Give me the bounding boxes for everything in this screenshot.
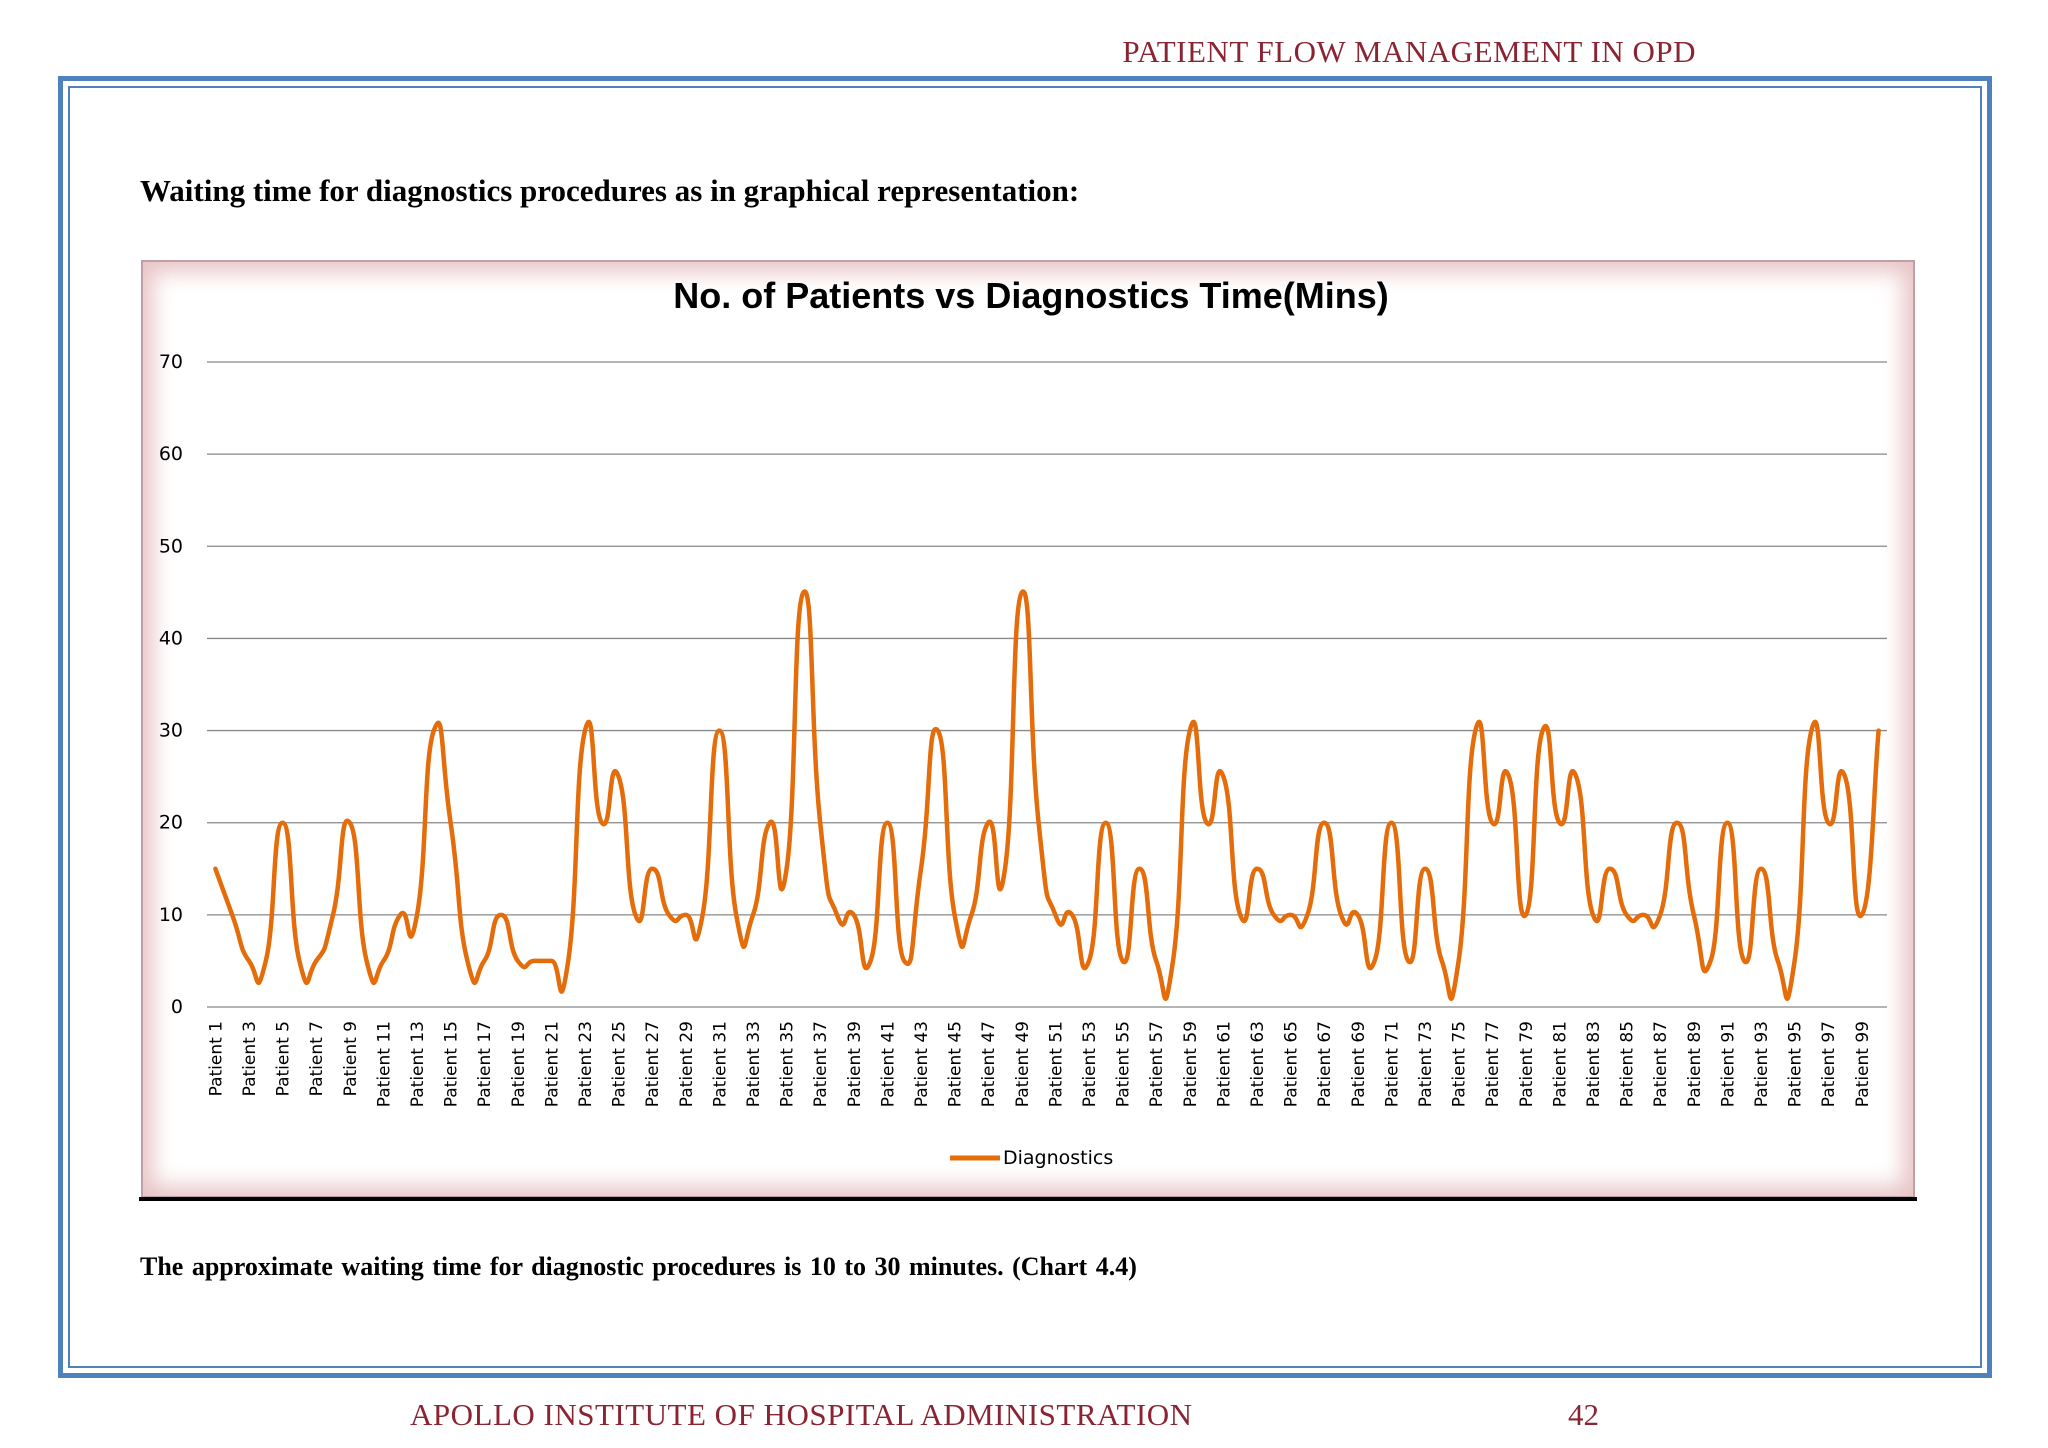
y-tick-label: 70 bbox=[159, 351, 183, 373]
x-tick-label: Patient 67 bbox=[1315, 1021, 1335, 1107]
x-tick-label: Patient 29 bbox=[677, 1021, 697, 1107]
x-tick-label: Patient 43 bbox=[912, 1021, 932, 1107]
x-tick-label: Patient 77 bbox=[1483, 1021, 1503, 1107]
chart-series bbox=[213, 589, 1881, 1001]
line-chart: No. of Patients vs Diagnostics Time(Mins… bbox=[159, 275, 1887, 1169]
y-tick-label: 30 bbox=[159, 720, 183, 742]
x-tick-label: Patient 63 bbox=[1248, 1021, 1268, 1107]
x-tick-label: Patient 5 bbox=[274, 1021, 294, 1096]
x-tick-label: Patient 57 bbox=[1147, 1021, 1167, 1107]
section-heading: Waiting time for diagnostics procedures … bbox=[140, 173, 1080, 208]
x-tick-label: Patient 9 bbox=[341, 1021, 361, 1096]
x-tick-label: Patient 31 bbox=[710, 1021, 730, 1107]
x-tick-label: Patient 47 bbox=[979, 1021, 999, 1107]
x-axis-ticks: Patient 1 Patient 3 Patient 5 Patient 7 Pati… bbox=[206, 1021, 1872, 1107]
x-tick-label: Patient 89 bbox=[1685, 1021, 1705, 1107]
legend-label-diagnostics: Diagnostics bbox=[1003, 1147, 1113, 1169]
x-tick-label: Patient 33 bbox=[744, 1021, 764, 1107]
x-tick-label: Patient 55 bbox=[1114, 1021, 1134, 1107]
x-tick-label: Patient 15 bbox=[442, 1021, 462, 1107]
x-tick-label: Patient 95 bbox=[1786, 1021, 1806, 1107]
chart-bottom-rule bbox=[139, 1197, 1917, 1201]
chart-legend: Diagnostics bbox=[950, 1147, 1113, 1169]
x-tick-label: Patient 99 bbox=[1853, 1021, 1873, 1107]
page-border bbox=[58, 76, 1992, 1378]
x-tick-label: Patient 83 bbox=[1584, 1021, 1604, 1107]
x-tick-label: Patient 53 bbox=[1080, 1021, 1100, 1107]
x-tick-label: Patient 79 bbox=[1517, 1021, 1537, 1107]
x-tick-label: Patient 51 bbox=[1046, 1021, 1066, 1107]
y-tick-label: 0 bbox=[171, 996, 183, 1018]
footer-page-number: 42 bbox=[1568, 1397, 1599, 1432]
x-tick-label: Patient 93 bbox=[1752, 1021, 1772, 1107]
x-tick-label: Patient 69 bbox=[1349, 1021, 1369, 1107]
footer-institution: APOLLO INSTITUTE OF HOSPITAL ADMINISTRAT… bbox=[410, 1397, 1193, 1432]
x-tick-label: Patient 27 bbox=[643, 1021, 663, 1107]
x-tick-label: Patient 59 bbox=[1181, 1021, 1201, 1107]
y-tick-label: 20 bbox=[159, 812, 183, 834]
chart-gridlines bbox=[207, 361, 1887, 1008]
x-tick-label: Patient 23 bbox=[576, 1021, 596, 1107]
chart-title: No. of Patients vs Diagnostics Time(Mins… bbox=[673, 275, 1388, 316]
x-tick-label: Patient 1 bbox=[206, 1021, 226, 1096]
x-tick-label: Patient 41 bbox=[878, 1021, 898, 1107]
x-tick-label: Patient 97 bbox=[1819, 1021, 1839, 1107]
y-tick-label: 10 bbox=[159, 904, 183, 926]
x-tick-label: Patient 35 bbox=[778, 1021, 798, 1107]
x-tick-label: Patient 49 bbox=[1013, 1021, 1033, 1107]
x-tick-label: Patient 85 bbox=[1618, 1021, 1638, 1107]
y-tick-label: 60 bbox=[159, 443, 183, 465]
x-tick-label: Patient 81 bbox=[1550, 1021, 1570, 1107]
x-tick-label: Patient 61 bbox=[1214, 1021, 1234, 1107]
x-tick-label: Patient 13 bbox=[408, 1021, 428, 1107]
x-tick-label: Patient 7 bbox=[307, 1021, 327, 1096]
page-border-inner bbox=[68, 86, 1982, 1368]
x-tick-label: Patient 75 bbox=[1450, 1021, 1470, 1107]
chart-container: No. of Patients vs Diagnostics Time(Mins… bbox=[141, 260, 1915, 1198]
y-tick-label: 40 bbox=[159, 627, 183, 649]
x-tick-label: Patient 39 bbox=[845, 1021, 865, 1107]
x-tick-label: Patient 17 bbox=[475, 1021, 495, 1107]
y-tick-label: 50 bbox=[159, 535, 183, 557]
series-line-diagnostics bbox=[213, 589, 1881, 1001]
x-tick-label: Patient 3 bbox=[240, 1021, 260, 1096]
x-tick-label: Patient 21 bbox=[542, 1021, 562, 1107]
x-tick-label: Patient 73 bbox=[1416, 1021, 1436, 1107]
x-tick-label: Patient 87 bbox=[1651, 1021, 1671, 1107]
x-tick-label: Patient 19 bbox=[509, 1021, 529, 1107]
conclusion-text: The approximate waiting time for diagnos… bbox=[140, 1252, 1137, 1281]
page-header-title: PATIENT FLOW MANAGEMENT IN OPD bbox=[1122, 34, 1696, 69]
x-tick-label: Patient 11 bbox=[374, 1021, 394, 1107]
x-tick-label: Patient 71 bbox=[1382, 1021, 1402, 1107]
x-tick-label: Patient 45 bbox=[946, 1021, 966, 1107]
x-tick-label: Patient 25 bbox=[610, 1021, 630, 1107]
x-tick-label: Patient 65 bbox=[1282, 1021, 1302, 1107]
y-axis-ticks: 0 10 20 30 40 50 60 70 bbox=[159, 351, 183, 1018]
x-tick-label: Patient 91 bbox=[1718, 1021, 1738, 1107]
x-tick-label: Patient 37 bbox=[811, 1021, 831, 1107]
